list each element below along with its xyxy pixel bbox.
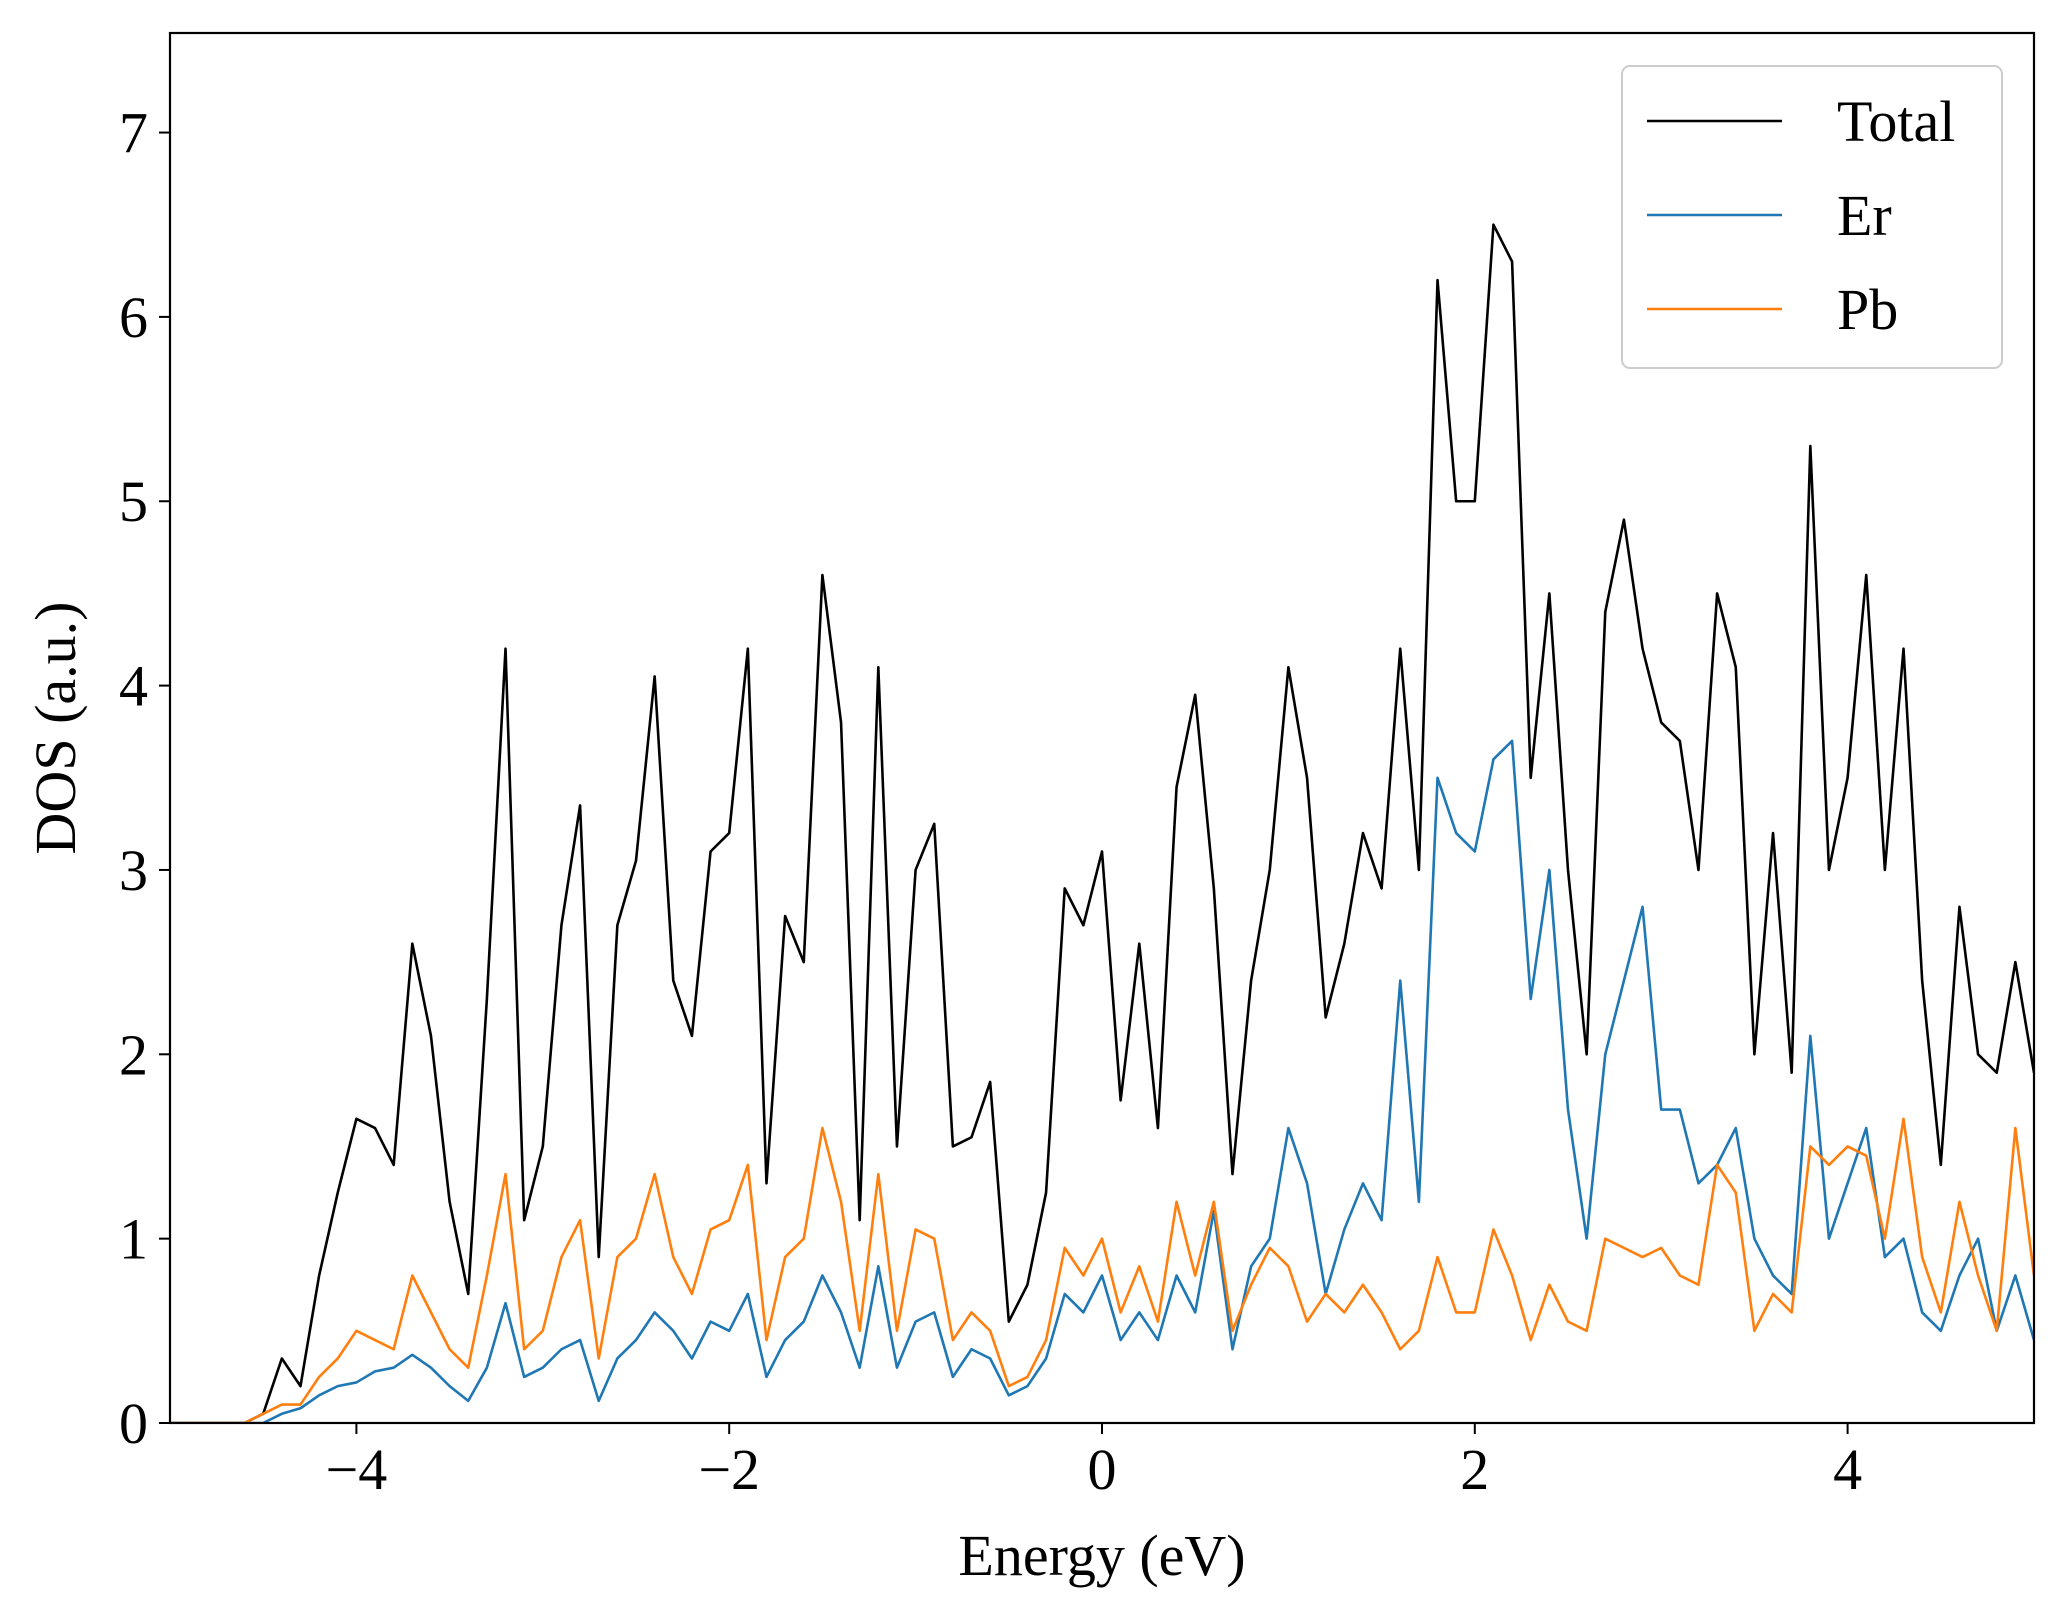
x-tick-label: 2	[1460, 1437, 1489, 1502]
series-line	[170, 1117, 2034, 1423]
x-tick-label: −4	[326, 1437, 388, 1502]
x-tick-label: 0	[1088, 1437, 1117, 1502]
legend-label: Total	[1837, 89, 1955, 154]
y-tick-label: 1	[119, 1207, 148, 1272]
y-tick-label: 2	[119, 1022, 148, 1087]
legend-label: Er	[1837, 183, 1892, 248]
legend-label: Pb	[1837, 277, 1898, 342]
y-tick-label: 4	[119, 654, 148, 719]
y-tick-label: 5	[119, 469, 148, 534]
x-tick-label: 4	[1833, 1437, 1862, 1502]
y-tick-label: 3	[119, 838, 148, 903]
y-tick-label: 7	[119, 101, 148, 166]
series-line	[170, 223, 2034, 1423]
x-tick-label: −2	[698, 1437, 760, 1502]
series-line	[170, 739, 2034, 1423]
y-axis-label: DOS (a.u.)	[23, 602, 88, 855]
y-tick-label: 6	[119, 285, 148, 350]
x-axis-label: Energy (eV)	[958, 1523, 1245, 1588]
y-tick-label: 0	[119, 1391, 148, 1456]
legend-box	[1621, 65, 2003, 369]
